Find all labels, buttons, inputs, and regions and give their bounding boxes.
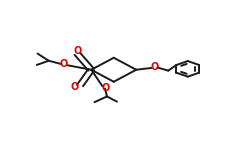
Text: O: O: [102, 83, 110, 93]
Text: O: O: [60, 59, 68, 69]
Text: O: O: [70, 82, 78, 92]
Text: O: O: [74, 46, 82, 56]
Text: O: O: [150, 62, 159, 72]
